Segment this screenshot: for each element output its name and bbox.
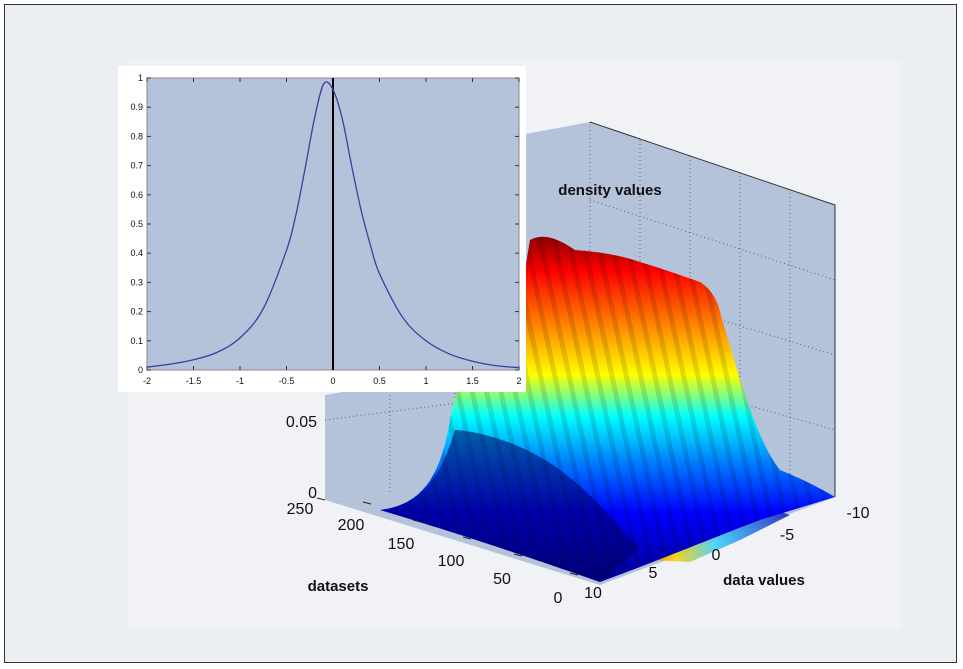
x-axis-label: data values bbox=[723, 572, 805, 589]
inset-x-tick-label: 2 bbox=[516, 376, 521, 386]
y-tick-label: 50 bbox=[493, 571, 511, 588]
inset-y-tick-label: 0.2 bbox=[130, 307, 143, 317]
inset-x-tick-label: -1 bbox=[236, 376, 244, 386]
surface-front-shade bbox=[380, 430, 640, 582]
y-tick-mark bbox=[513, 553, 523, 557]
y-tick-mark bbox=[362, 501, 372, 505]
inset-y-tick-label: 1 bbox=[138, 73, 143, 83]
x-tick-label: -5 bbox=[780, 527, 794, 544]
z-axis-label: density values bbox=[558, 182, 661, 199]
inset-x-tick-label: 1 bbox=[423, 376, 428, 386]
inset-y-tick-label: 0.8 bbox=[130, 131, 143, 141]
z-tick-label: 0.05 bbox=[286, 414, 317, 431]
inset-ticks: -2 -1.5 -1 -0.5 0 0.5 1 1.5 2 0 0.1 0.2 0.3 0.4 0.5 0.6… bbox=[130, 73, 521, 386]
inset-x-tick-label: -2 bbox=[143, 376, 151, 386]
y-tick-label: 200 bbox=[338, 517, 365, 534]
inset-x-tick-label: 1.5 bbox=[466, 376, 479, 386]
wall-edge bbox=[589, 121, 836, 497]
y-tick-mark bbox=[316, 497, 326, 501]
inset-line-chart: -2 -1.5 -1 -0.5 0 0.5 1 1.5 2 0 0.1 0.2 0.3 0.4 0.5 0.6… bbox=[118, 66, 526, 392]
inset-y-tick-label: 0.6 bbox=[130, 190, 143, 200]
inset-y-tick-label: 0.1 bbox=[130, 336, 143, 346]
inset-x-tick-label: 0 bbox=[330, 376, 335, 386]
x-tick-label: 5 bbox=[649, 565, 658, 582]
inset-y-tick-label: 0 bbox=[138, 365, 143, 375]
y-tick-mark bbox=[412, 519, 422, 523]
y-tick-mark bbox=[462, 536, 472, 540]
inset-y-tick-label: 0.5 bbox=[130, 219, 143, 229]
y-tick-label: 150 bbox=[388, 536, 415, 553]
y-axis-label: datasets bbox=[308, 578, 369, 595]
inset-x-tick-label: 0.5 bbox=[373, 376, 386, 386]
inset-y-tick-label: 0.3 bbox=[130, 277, 143, 287]
y-tick-label: 100 bbox=[438, 553, 465, 570]
y-tick-label: 250 bbox=[287, 501, 314, 518]
inset-y-tick-label: 0.9 bbox=[130, 102, 143, 112]
inset-y-tick-label: 0.7 bbox=[130, 161, 143, 171]
y-tick-label: 0 bbox=[554, 590, 563, 607]
inset-y-tick-label: 0.4 bbox=[130, 248, 143, 258]
density-surface bbox=[380, 236, 835, 583]
x-tick-label: 10 bbox=[584, 585, 602, 602]
x-tick-label: 0 bbox=[712, 547, 721, 564]
z-tick-label: 0 bbox=[308, 485, 317, 502]
inset-x-tick-label: -0.5 bbox=[279, 376, 295, 386]
inset-x-tick-label: -1.5 bbox=[186, 376, 202, 386]
x-tick-label: -10 bbox=[846, 505, 869, 522]
y-tick-mark bbox=[569, 572, 579, 576]
density-curve bbox=[146, 81, 520, 369]
